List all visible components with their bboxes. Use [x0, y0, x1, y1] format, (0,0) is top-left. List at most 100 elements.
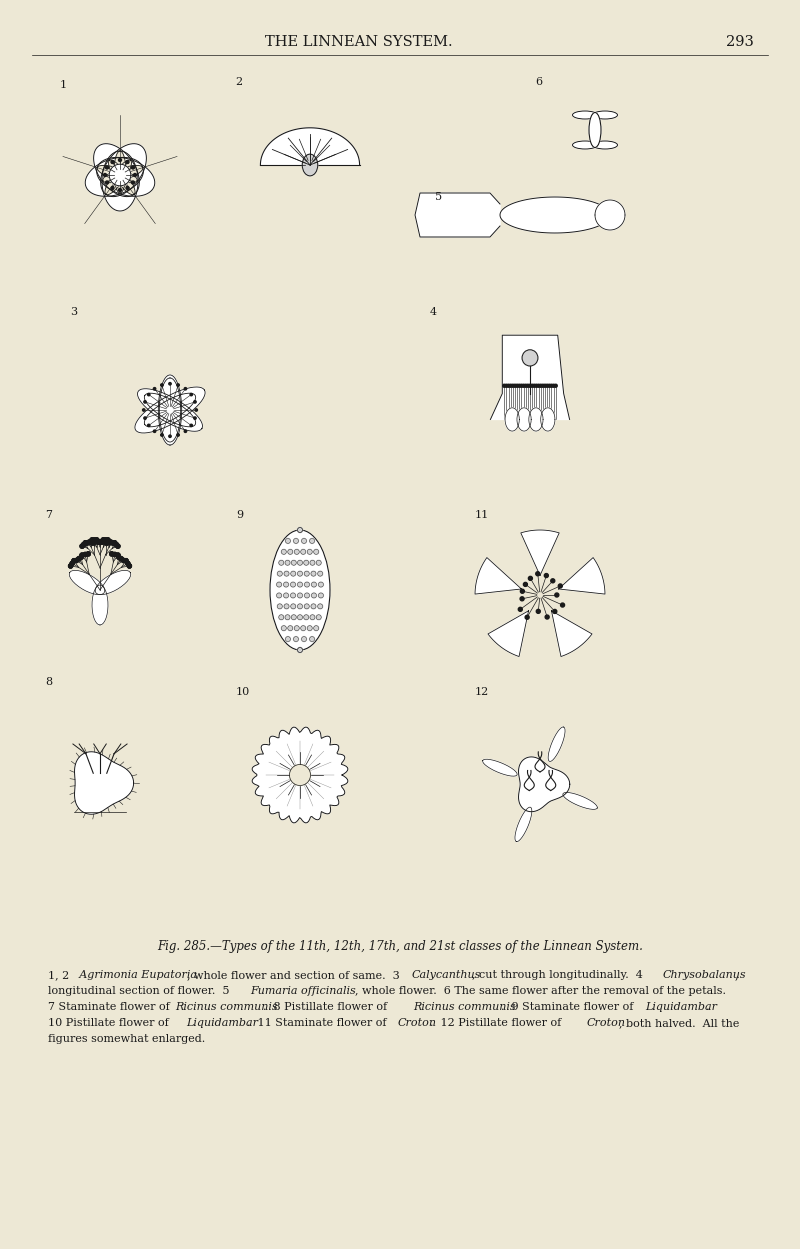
Circle shape [119, 557, 123, 561]
Polygon shape [86, 157, 143, 196]
Polygon shape [158, 375, 182, 445]
Circle shape [305, 593, 310, 598]
Circle shape [117, 556, 121, 560]
Circle shape [298, 647, 302, 652]
Text: Calycanthus: Calycanthus [412, 970, 482, 980]
Circle shape [102, 538, 106, 542]
Circle shape [523, 582, 527, 586]
Circle shape [546, 385, 549, 387]
Polygon shape [490, 335, 570, 420]
Circle shape [116, 545, 120, 548]
Circle shape [85, 541, 89, 545]
Circle shape [111, 541, 115, 545]
Circle shape [94, 540, 98, 543]
Circle shape [113, 541, 117, 545]
Circle shape [294, 550, 299, 555]
Circle shape [516, 385, 518, 387]
Circle shape [87, 540, 91, 545]
Ellipse shape [270, 530, 330, 649]
Circle shape [126, 561, 130, 566]
Text: 1, 2: 1, 2 [48, 970, 73, 980]
Circle shape [102, 538, 106, 542]
Circle shape [530, 385, 534, 387]
Polygon shape [500, 197, 610, 234]
Text: , whole flower.  6 The same flower after the removal of the petals.: , whole flower. 6 The same flower after … [354, 985, 726, 995]
Circle shape [310, 538, 314, 543]
Circle shape [291, 615, 296, 620]
Text: 2: 2 [235, 77, 242, 87]
Polygon shape [138, 388, 202, 431]
Circle shape [98, 540, 102, 545]
Text: , both halved.  All the: , both halved. All the [619, 1018, 739, 1028]
Circle shape [318, 571, 322, 576]
Circle shape [126, 561, 130, 566]
Circle shape [103, 538, 107, 542]
Circle shape [87, 540, 91, 545]
Circle shape [94, 540, 98, 543]
Polygon shape [97, 157, 154, 196]
Circle shape [103, 540, 107, 545]
Circle shape [301, 626, 306, 631]
Circle shape [502, 385, 506, 387]
Circle shape [310, 615, 315, 620]
Circle shape [548, 385, 551, 387]
Circle shape [106, 541, 110, 545]
Circle shape [511, 385, 514, 387]
Polygon shape [70, 571, 105, 595]
Circle shape [314, 626, 318, 631]
Polygon shape [517, 407, 531, 431]
Circle shape [114, 542, 118, 547]
Circle shape [311, 571, 316, 576]
Circle shape [190, 425, 193, 427]
Circle shape [70, 561, 74, 566]
Polygon shape [101, 144, 146, 196]
Polygon shape [558, 557, 605, 595]
Circle shape [304, 571, 310, 576]
Circle shape [79, 556, 83, 560]
Circle shape [307, 550, 312, 555]
Text: 4: 4 [430, 307, 437, 317]
Circle shape [72, 558, 76, 562]
Ellipse shape [593, 141, 618, 149]
Circle shape [278, 615, 284, 620]
Circle shape [127, 565, 131, 568]
Circle shape [144, 417, 146, 420]
Circle shape [80, 553, 84, 557]
Circle shape [110, 552, 114, 556]
Circle shape [525, 616, 529, 620]
Polygon shape [144, 393, 196, 427]
Polygon shape [541, 407, 555, 431]
Text: 11: 11 [475, 510, 490, 520]
Circle shape [106, 166, 109, 169]
Circle shape [550, 578, 554, 583]
Circle shape [302, 538, 306, 543]
Circle shape [537, 385, 540, 387]
Circle shape [96, 540, 100, 545]
Circle shape [93, 538, 97, 542]
Polygon shape [518, 757, 570, 812]
Ellipse shape [302, 154, 318, 176]
Circle shape [318, 593, 323, 598]
Circle shape [93, 540, 97, 545]
Circle shape [82, 542, 86, 547]
Circle shape [98, 540, 102, 545]
Circle shape [69, 565, 73, 568]
Circle shape [131, 181, 134, 184]
Polygon shape [488, 611, 529, 657]
Circle shape [127, 565, 131, 568]
Circle shape [117, 556, 121, 560]
Text: 5: 5 [435, 192, 442, 202]
Circle shape [282, 626, 286, 631]
Circle shape [194, 417, 196, 420]
Circle shape [119, 557, 123, 561]
Circle shape [111, 541, 115, 545]
Circle shape [131, 166, 134, 169]
Circle shape [294, 538, 298, 543]
Circle shape [526, 385, 530, 387]
Circle shape [86, 552, 90, 556]
Circle shape [85, 541, 89, 545]
Circle shape [154, 430, 156, 432]
Circle shape [106, 538, 110, 542]
Circle shape [522, 385, 525, 387]
Circle shape [169, 435, 171, 437]
